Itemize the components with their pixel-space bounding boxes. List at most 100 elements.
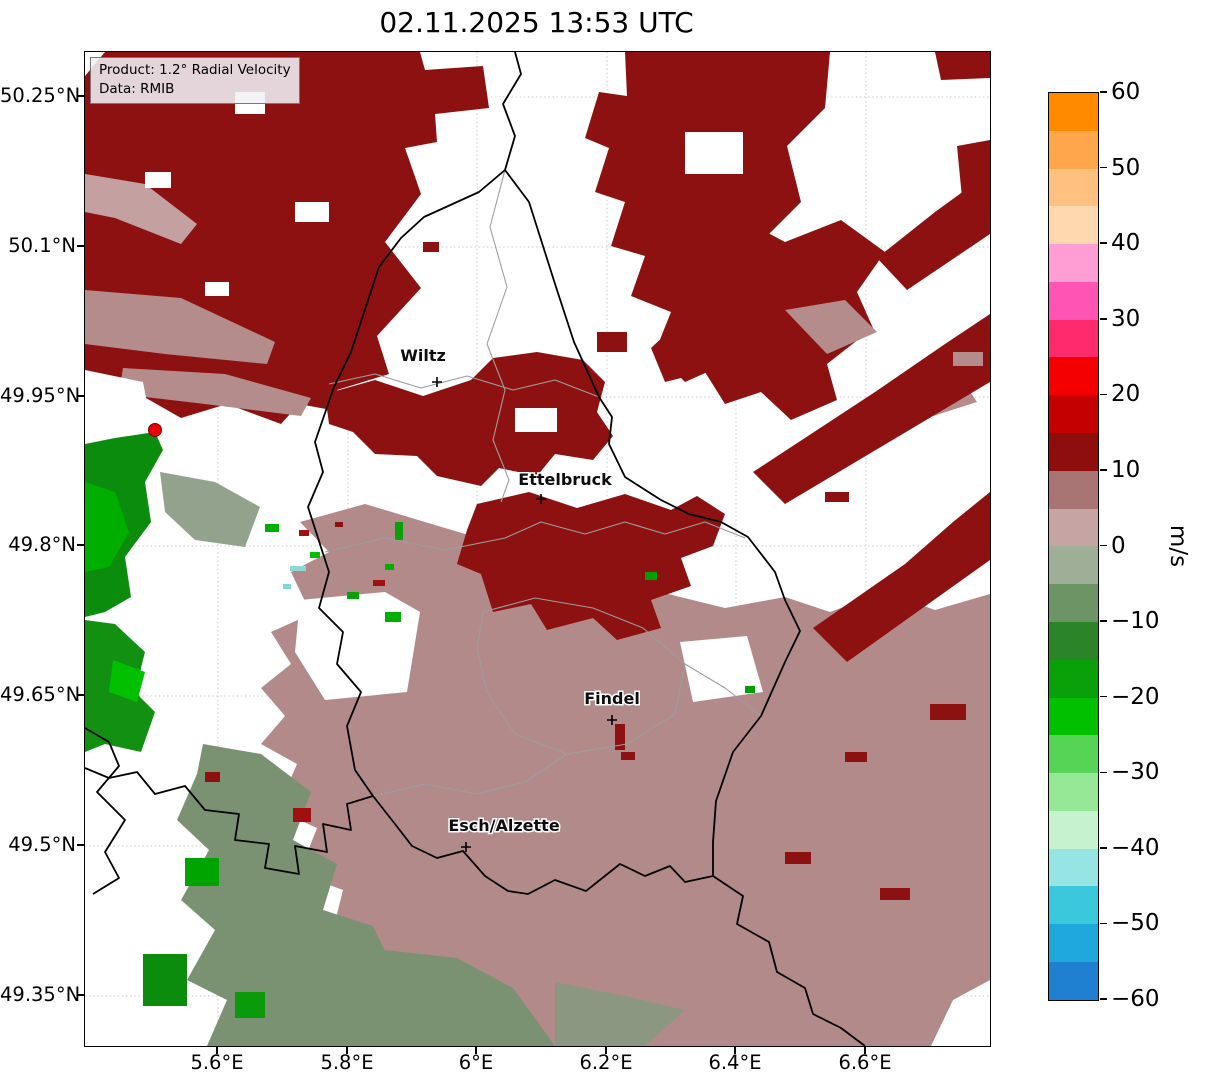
big-mauve-region: [261, 504, 990, 1046]
radar-speck: [423, 242, 439, 252]
lon-tick-label: 5.8°E: [320, 1051, 374, 1074]
lat-tick-mark: [77, 95, 84, 97]
radar-speck: [685, 132, 743, 174]
right-stripe-lower: [813, 492, 990, 662]
colorbar-segment: [1049, 697, 1098, 736]
colorbar-segment: [1049, 395, 1098, 434]
radar-speck: [395, 522, 403, 540]
lon-tick-label: 6.4°E: [708, 1051, 762, 1074]
colorbar-tick-value: −20: [1111, 683, 1160, 710]
colorbar-tick-mark: [1100, 242, 1107, 244]
radar-speck: [385, 564, 394, 570]
colorbar-tick-mark: [1100, 922, 1107, 925]
district-line-ettelbruck: [324, 521, 746, 553]
lon-tick-mark: [475, 1046, 477, 1054]
lat-tick-label: 49.95°N: [0, 384, 81, 407]
colorbar-tick-mark: [1100, 469, 1107, 471]
luxembourg-border: [307, 169, 801, 895]
product-line: Product: 1.2° Radial Velocity: [99, 62, 291, 78]
lon-tick-mark: [864, 1046, 866, 1054]
radar-speck: [645, 572, 657, 580]
radar-speck: [930, 704, 966, 720]
colorbar-tick-value: −30: [1111, 759, 1160, 786]
radar-speck: [347, 592, 359, 599]
colorbar-segment: [1049, 206, 1098, 245]
colorbar-segment: [1049, 659, 1098, 698]
city-marker: [432, 377, 442, 387]
district-line-east: [684, 663, 762, 717]
west-border-detail: [85, 727, 126, 895]
lat-tick-label: 49.35°N: [0, 983, 81, 1006]
colorbar-tick-value: 40: [1111, 230, 1141, 257]
colorbar-segment: [1049, 773, 1098, 811]
data-source-line: Data: RMIB: [99, 80, 175, 97]
belgium-germany-border: [502, 52, 522, 171]
lat-tick-label: 49.5°N: [8, 833, 76, 856]
city-label: Esch/Alzette: [448, 816, 560, 835]
nw-mauve-streak-2: [119, 368, 311, 416]
radar-speck: [880, 888, 910, 900]
radar-speck: [299, 530, 309, 536]
colorbar-segment: [1049, 508, 1098, 547]
radar-speck: [290, 566, 306, 571]
radar-speck: [615, 724, 625, 750]
radar-speck: [515, 408, 557, 432]
lon-tick-label: 6.2°E: [579, 1051, 633, 1074]
green-bright-2: [109, 660, 145, 702]
radar-speck: [785, 852, 811, 864]
lon-tick-label: 5.6°E: [190, 1051, 244, 1074]
colorbar-segment: [1049, 319, 1098, 358]
radar-speck: [145, 172, 171, 188]
radar-speck: [295, 202, 329, 222]
lat-tick-mark: [77, 544, 84, 546]
france-belgium-border: [85, 767, 374, 875]
radar-site-dot: [148, 423, 162, 437]
product-info-box: Product: 1.2° Radial Velocity Data: RMIB: [90, 57, 300, 104]
colorbar-tick-mark: [1100, 847, 1107, 849]
lon-tick-label: 6°E: [458, 1051, 494, 1074]
lat-tick-mark: [77, 245, 84, 247]
radar-speck: [205, 772, 220, 782]
colorbar-segment: [1049, 848, 1098, 887]
colorbar-segment: [1049, 961, 1098, 1000]
colorbar-tick-value: 50: [1111, 154, 1141, 181]
radar-west-white-gap: [85, 370, 151, 424]
south-sage-mass: [321, 950, 555, 1046]
radar-speck: [185, 858, 219, 886]
district-line-north: [486, 169, 510, 503]
colorbar-tick-mark: [1100, 544, 1107, 547]
radar-speck: [143, 954, 187, 1006]
colorbar-tick-mark: [1100, 91, 1107, 93]
radar-speck: [953, 352, 983, 366]
white-gap-east: [680, 636, 763, 702]
district-line-south: [372, 753, 568, 797]
lat-tick-mark: [77, 694, 84, 696]
colorbar-tick-mark: [1100, 318, 1107, 320]
colorbar-segment: [1049, 584, 1098, 622]
right-stripe-upper: [877, 172, 990, 290]
green-bright-core: [85, 482, 129, 572]
colorbar-segment: [1049, 130, 1098, 169]
colorbar-tick-value: 10: [1111, 456, 1141, 483]
center-red-band: [325, 352, 613, 486]
colorbar-segment: [1049, 357, 1098, 396]
colorbar-tick-mark: [1100, 771, 1107, 773]
city-label: Wiltz: [400, 346, 446, 365]
colorbar-segment: [1049, 621, 1098, 660]
colorbar-tick-value: 20: [1111, 381, 1141, 408]
colorbar-tick-value: −10: [1111, 608, 1160, 635]
colorbar-segment: [1049, 470, 1098, 509]
radar-speck: [310, 552, 320, 558]
radar-speck: [293, 808, 311, 822]
lon-tick-label: 6.6°E: [838, 1051, 892, 1074]
right-stripe-mid: [753, 314, 990, 504]
lon-tick-mark: [605, 1046, 607, 1054]
colorbar-tick-mark: [1100, 998, 1107, 1000]
lat-tick-label: 49.65°N: [0, 683, 81, 706]
lon-tick-mark: [216, 1046, 218, 1054]
colorbar-segment: [1049, 433, 1098, 471]
district-loop-luxembourg: [476, 597, 686, 755]
colorbar-segment: [1049, 93, 1098, 131]
radar-speck: [373, 580, 385, 586]
